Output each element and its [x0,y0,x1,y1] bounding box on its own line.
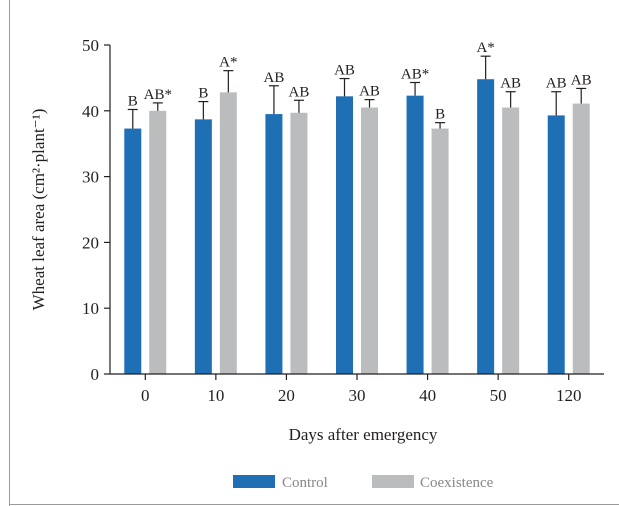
significance-label-coexistence-120: AB [571,72,592,88]
bar-coexistence-40 [431,128,449,374]
significance-label-coexistence-40: B [435,107,445,123]
bar-coexistence-120 [572,103,590,374]
significance-label-coexistence-20: AB [289,84,310,100]
significance-label-control-40: AB* [401,67,429,83]
bar-coexistence-10 [219,92,237,374]
x-tick-label-30: 30 [349,386,366,405]
significance-label-control-30: AB [334,63,355,79]
bar-control-50 [477,79,495,374]
bar-coexistence-0 [149,110,167,375]
y-tick-label-40: 40 [82,102,99,121]
bar-coexistence-50 [502,107,520,374]
legend: Control Coexistence [233,475,494,491]
bar-control-40 [406,95,424,374]
frame-border-left [9,0,10,506]
significance-label-coexistence-50: AB [500,76,521,92]
legend-label-control: Control [282,475,328,491]
bar-control-10 [194,119,212,374]
legend-swatch-control [233,475,275,488]
y-tick-label-50: 50 [82,36,99,55]
bar-control-30 [336,96,353,374]
axes: 0 10 20 30 40 50 0 10 20 30 40 50 120 Days after emer… [29,36,604,444]
x-tick-label-10: 10 [207,386,224,405]
bar-control-0 [124,128,142,374]
y-tick-label-30: 30 [82,168,99,187]
significance-label-control-10: B [198,86,208,102]
legend-label-coexistence: Coexistence [420,475,494,491]
x-tick-label-0: 0 [141,386,150,405]
x-axis-title: Days after emergency [289,425,438,444]
frame-border-bottom [9,504,619,505]
significance-label-coexistence-30: AB [359,84,380,100]
significance-label-control-50: A* [476,40,494,56]
significance-label-coexistence-0: AB* [144,87,172,103]
bar-control-20 [265,114,283,374]
significance-label-control-0: B [128,93,138,109]
y-tick-label-0: 0 [91,365,100,384]
legend-swatch-coexistence [372,475,414,488]
y-axis-title: Wheat leaf area (cm²·plant⁻¹) [29,109,48,311]
x-tick-label-120: 120 [556,386,582,405]
bar-coexistence-20 [290,112,308,375]
significance-label-coexistence-10: A* [219,55,237,71]
x-tick-label-50: 50 [490,386,507,405]
x-tick-label-20: 20 [278,386,295,405]
significance-label-control-20: AB [264,70,285,86]
significance-label-control-120: AB [546,76,567,92]
y-tick-label-20: 20 [82,233,99,252]
bar-control-120 [547,115,565,374]
x-tick-label-40: 40 [419,386,436,405]
bar-coexistence-30 [361,107,378,374]
y-tick-label-10: 10 [82,299,99,318]
